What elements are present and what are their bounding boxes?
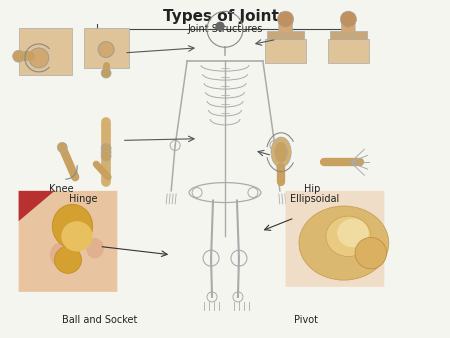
Ellipse shape <box>299 206 389 280</box>
Circle shape <box>340 11 356 27</box>
Text: Types of Joints: Types of Joints <box>162 9 288 24</box>
Text: Hinge: Hinge <box>69 194 98 204</box>
FancyBboxPatch shape <box>267 31 304 40</box>
Ellipse shape <box>275 142 288 162</box>
FancyBboxPatch shape <box>342 19 355 33</box>
Ellipse shape <box>54 246 81 273</box>
Text: Ball and Socket: Ball and Socket <box>62 315 137 325</box>
FancyBboxPatch shape <box>286 191 384 287</box>
FancyBboxPatch shape <box>18 28 72 75</box>
Circle shape <box>98 42 114 57</box>
Ellipse shape <box>326 216 371 257</box>
Text: Ellipsoidal: Ellipsoidal <box>290 194 339 204</box>
Circle shape <box>29 48 49 68</box>
Text: Joint Structures: Joint Structures <box>187 24 263 33</box>
Circle shape <box>57 142 67 152</box>
FancyBboxPatch shape <box>330 31 367 40</box>
Circle shape <box>101 151 111 161</box>
Ellipse shape <box>271 137 291 167</box>
Polygon shape <box>18 191 54 221</box>
Ellipse shape <box>86 238 104 258</box>
FancyBboxPatch shape <box>266 40 306 63</box>
Ellipse shape <box>337 219 369 247</box>
FancyBboxPatch shape <box>84 28 129 68</box>
Text: Pivot: Pivot <box>294 315 318 325</box>
Circle shape <box>101 147 111 157</box>
FancyBboxPatch shape <box>279 19 292 33</box>
Ellipse shape <box>61 221 93 251</box>
Circle shape <box>101 68 111 78</box>
Circle shape <box>216 22 224 30</box>
Text: Hip: Hip <box>304 184 321 194</box>
Circle shape <box>278 11 294 27</box>
Ellipse shape <box>50 243 68 267</box>
FancyBboxPatch shape <box>328 40 369 63</box>
Circle shape <box>101 143 111 153</box>
Text: Knee: Knee <box>49 184 73 194</box>
Circle shape <box>13 50 25 62</box>
Circle shape <box>355 238 387 269</box>
Ellipse shape <box>52 204 93 248</box>
FancyBboxPatch shape <box>18 191 117 292</box>
